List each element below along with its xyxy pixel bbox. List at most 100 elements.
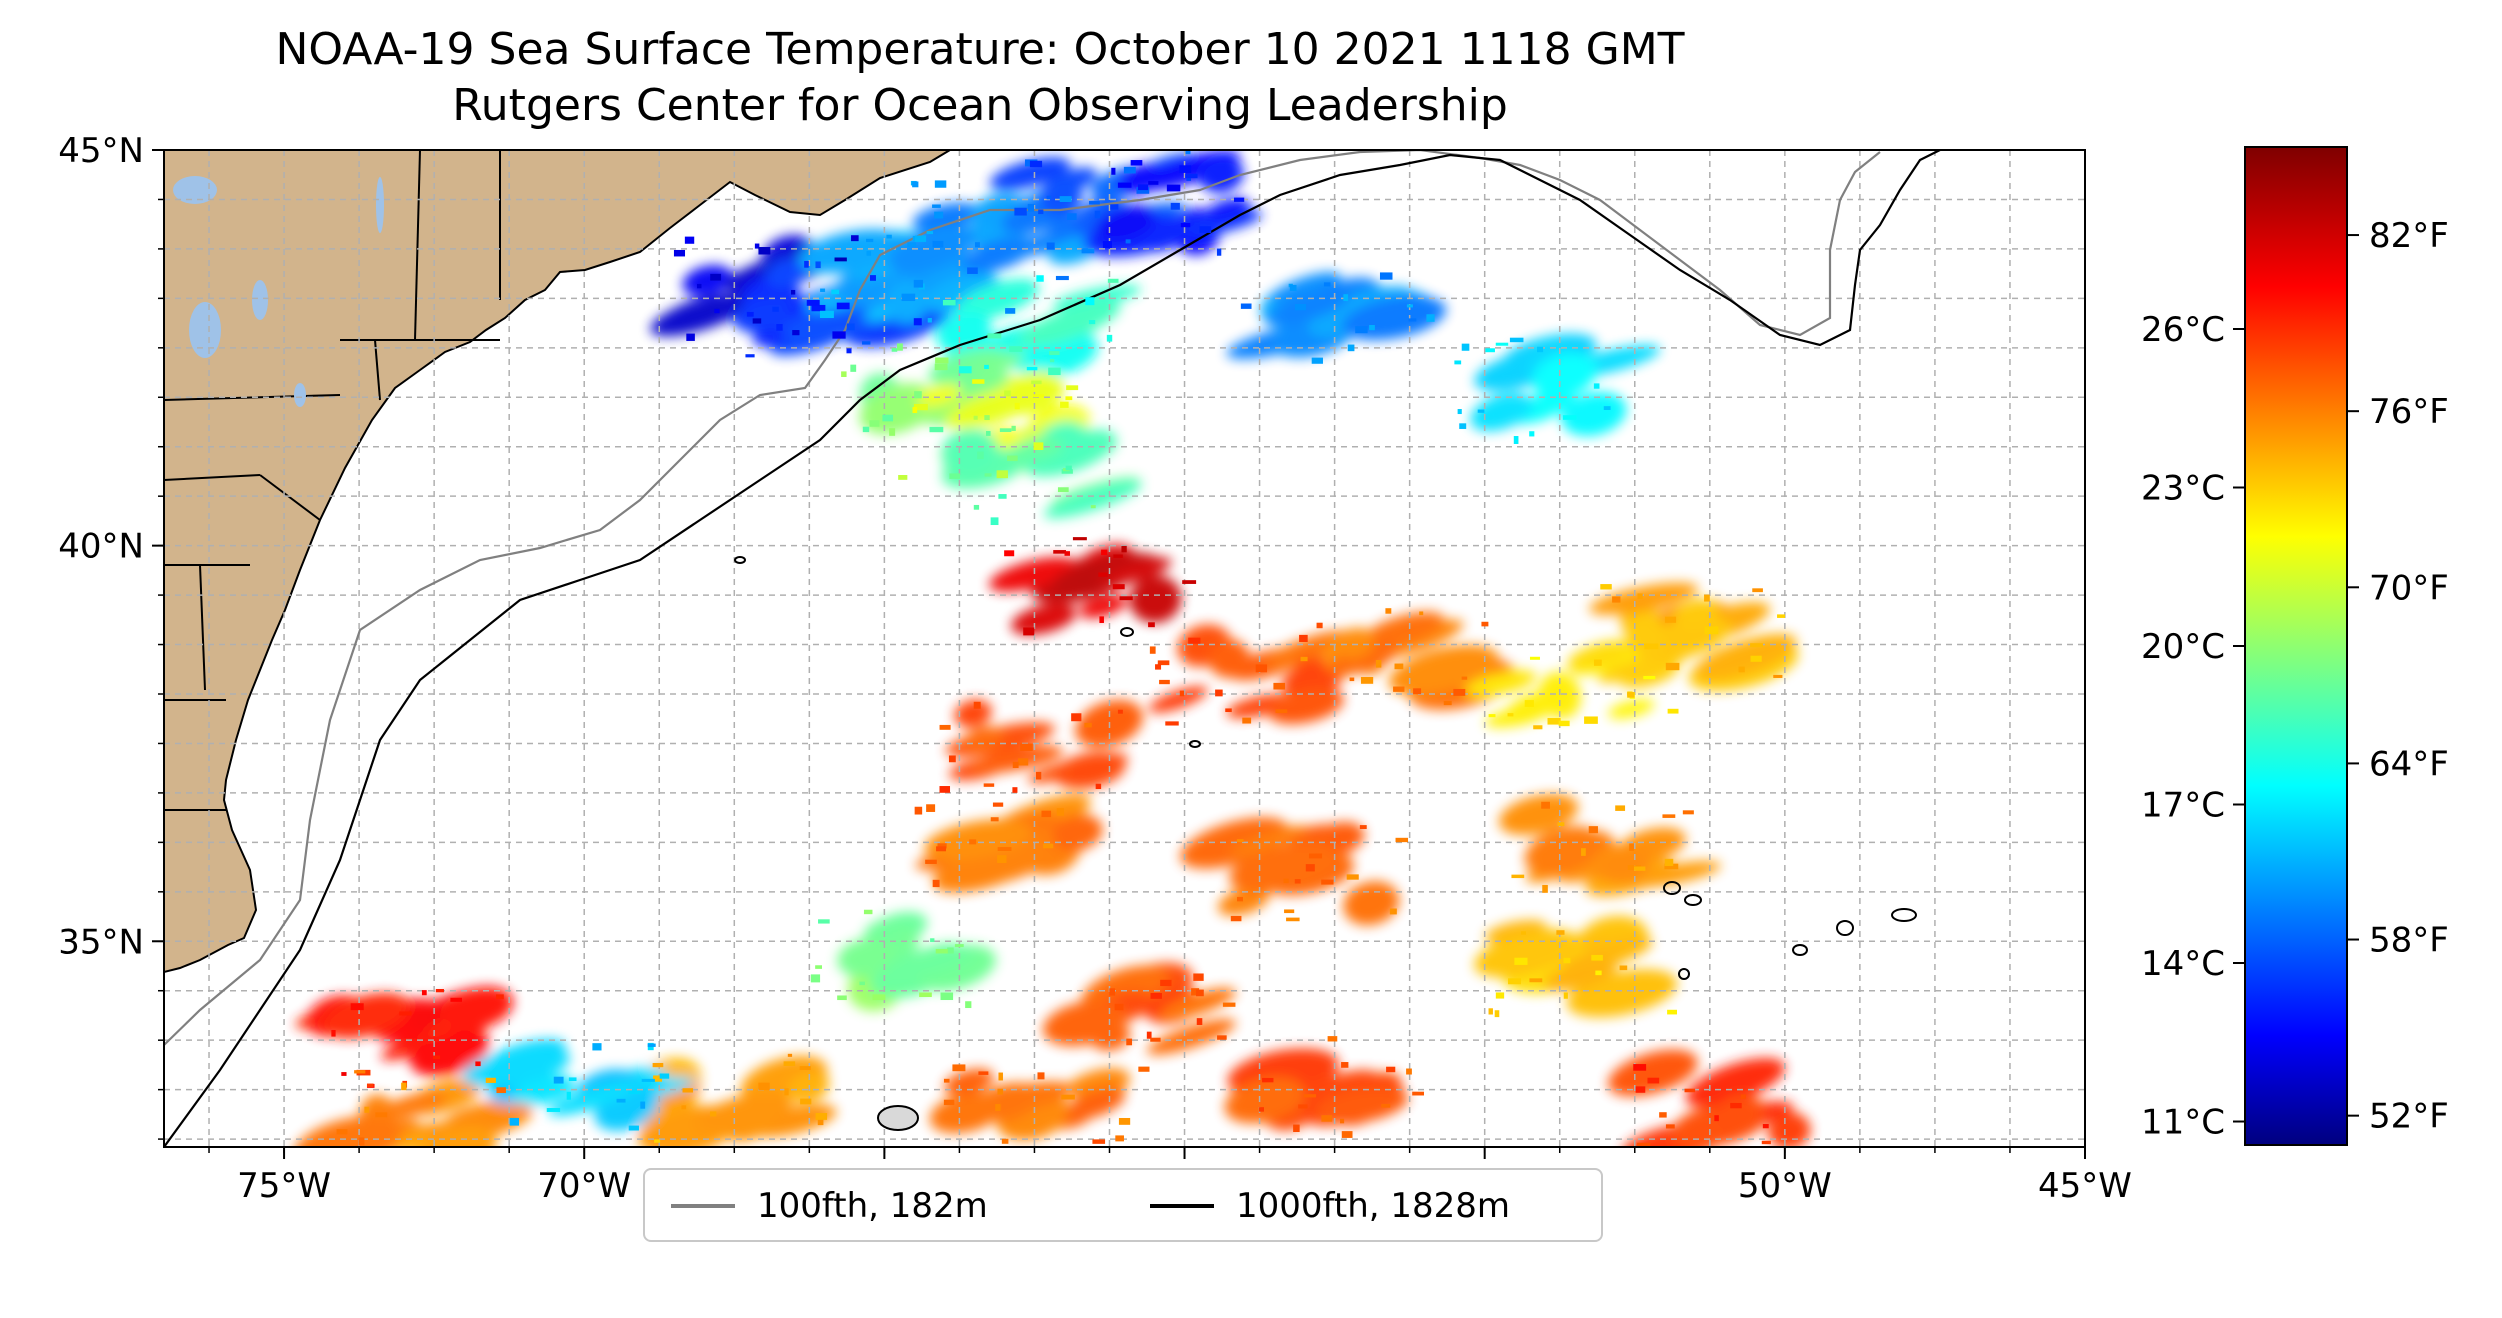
sst-speckle [331, 150, 1786, 1147]
sst-pixel [592, 1043, 602, 1051]
sst-blob [1302, 1069, 1376, 1098]
sst-pixel [913, 318, 922, 326]
sst-pixel [1196, 989, 1204, 997]
sst-pixel [1217, 1035, 1227, 1040]
sst-pixel [943, 1078, 950, 1083]
sst-pixel [1308, 853, 1323, 859]
sst-pixel [1360, 676, 1374, 684]
sst-pixel [1095, 783, 1102, 790]
sst-pixel [1041, 810, 1052, 818]
sst-pixel [1222, 1002, 1236, 1007]
sst-pixel [1196, 1018, 1203, 1025]
sst-pixel [997, 847, 1012, 851]
sst-pixel [937, 843, 947, 849]
sst-pixel [1061, 469, 1073, 474]
sst-pixel [1413, 688, 1422, 695]
sst-pixel [366, 1083, 374, 1087]
sst-pixel [1149, 646, 1156, 654]
sst-pixel [653, 1075, 663, 1082]
sst-pixel [1284, 909, 1295, 914]
sst-pixel [912, 181, 919, 188]
sst-pixel [1009, 346, 1023, 352]
sst-pixel [1046, 195, 1052, 200]
sst-pixel [1060, 401, 1069, 408]
sst-pixel [1541, 801, 1550, 809]
sst-blob [765, 257, 807, 289]
sst-pixel [1615, 805, 1626, 811]
sst-blob [1561, 391, 1627, 437]
sst-pixel [863, 909, 873, 915]
sst-pixel [1111, 167, 1116, 175]
sst-pixel [1180, 223, 1191, 228]
sst-pixel [1488, 1008, 1493, 1015]
sst-blob [1685, 1057, 1786, 1108]
sst-pixel [973, 415, 978, 420]
sst-pixel [1090, 505, 1096, 509]
sst-pixel [831, 289, 840, 295]
sst-pixel [496, 1087, 506, 1094]
sst-pixel [939, 786, 951, 793]
sst-blob [943, 1068, 995, 1096]
sst-pixel [1102, 241, 1112, 249]
sst-blob [1129, 575, 1182, 624]
legend: 100fth, 182m 1000fth, 1828m [643, 1168, 1603, 1242]
sst-pixel [450, 997, 462, 1002]
sst-pixel [974, 242, 980, 248]
sst-blob [1208, 639, 1250, 678]
sst-pixel [1762, 1123, 1769, 1129]
sst-pixel [1155, 664, 1162, 670]
sst-pixel [834, 257, 847, 262]
sst-pixel [990, 817, 999, 822]
sst-pixel [1088, 319, 1096, 325]
sst-pixel [1299, 634, 1308, 643]
sst-pixel [1664, 863, 1679, 870]
map-area[interactable] [164, 142, 2085, 1184]
sst-blob [988, 556, 1076, 592]
sst-pixel [1215, 689, 1223, 697]
sst-pixel [1426, 314, 1435, 322]
sst-pixel [495, 994, 504, 1000]
sst-pixel [1071, 713, 1082, 722]
sst-pixel [1113, 554, 1123, 558]
sst-pixel [1011, 425, 1016, 431]
colorbar-gradient [2244, 146, 2348, 1146]
sst-blob [1589, 582, 1699, 615]
sst-pixel [983, 783, 995, 787]
sst-blob [964, 726, 1005, 752]
sst-blob [1042, 1000, 1127, 1047]
sst-pixel [948, 755, 956, 763]
sst-pixel [1412, 1091, 1425, 1096]
sst-pixel [1349, 677, 1355, 682]
sst-pixel [1066, 385, 1079, 391]
sst-pixel [869, 420, 880, 427]
land-northeast-us [164, 150, 952, 974]
sst-pixel [1557, 822, 1565, 827]
sst-pixel [1684, 1088, 1696, 1093]
sst-pixel [714, 308, 720, 314]
sst-pixel [1150, 993, 1162, 999]
sst-blob [1010, 603, 1077, 635]
sst-pixel [862, 341, 871, 345]
sst-pixel [1529, 656, 1540, 660]
sst-pixel [1043, 843, 1054, 849]
sst-pixel [925, 859, 937, 864]
sst-pixel [616, 1098, 626, 1103]
sst-pixel [784, 1088, 789, 1096]
sst-pixel [984, 364, 989, 369]
sst-pixel [1495, 992, 1505, 999]
sst-pixel [1341, 1131, 1353, 1138]
sst-pixel [652, 1062, 664, 1068]
sst-pixel [1667, 708, 1679, 714]
sst-pixel [799, 1066, 811, 1071]
sst-pixel [1159, 679, 1170, 685]
sst-pixel [1107, 278, 1119, 283]
sst-pixel [1275, 709, 1288, 714]
sst-pixel [1637, 1142, 1651, 1147]
sst-pixel [851, 235, 859, 242]
sst-pixel [752, 318, 762, 324]
sst-pixel [1665, 662, 1680, 671]
colorbar-celsius-axis: 11°C 14°C 17°C 20°C 23°C 26°C [2141, 310, 2245, 1143]
sst-blob [1567, 640, 1633, 672]
sst-pixel [1059, 196, 1072, 202]
sst-pixel [1537, 346, 1544, 353]
